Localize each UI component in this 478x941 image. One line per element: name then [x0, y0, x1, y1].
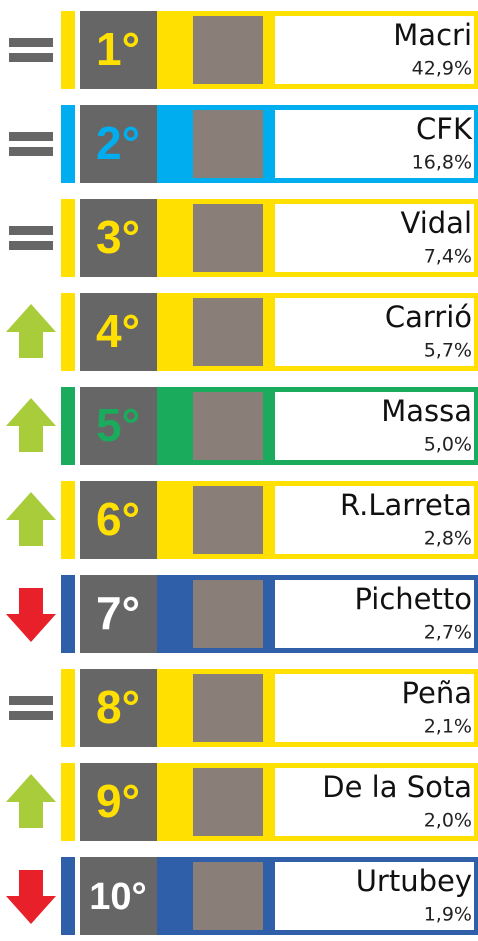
- photo: [193, 768, 263, 836]
- rank-row: 7° Pichetto 2,7%: [6, 575, 478, 653]
- candidate-name: Carrió: [385, 300, 472, 334]
- percentage: 16,8%: [412, 152, 472, 174]
- photo: [193, 110, 263, 178]
- candidate-name: CFK: [416, 112, 473, 146]
- color-strip: [61, 857, 75, 935]
- rank: 1°: [96, 23, 140, 75]
- rank: 9°: [96, 775, 140, 827]
- rank: 5°: [96, 399, 140, 451]
- candidate-name: R.Larreta: [340, 488, 472, 522]
- trend-same: [9, 38, 53, 47]
- color-strip: [61, 763, 75, 841]
- candidate-name: Macri: [393, 18, 472, 52]
- trend-up: [6, 398, 56, 452]
- rank-row: 8° Peña 2,1%: [9, 669, 478, 747]
- trend-same: [9, 696, 53, 705]
- photo: [193, 862, 263, 930]
- color-strip: [61, 105, 75, 183]
- rank: 3°: [96, 211, 140, 263]
- candidate-name: De la Sota: [322, 770, 472, 804]
- trend-up: [6, 774, 56, 828]
- color-strip: [61, 387, 75, 465]
- color-strip: [61, 575, 75, 653]
- trend-same: [9, 147, 53, 156]
- rank-row: 10° Urtubey 1,9%: [6, 857, 478, 935]
- photo: [193, 674, 263, 742]
- color-strip: [61, 293, 75, 371]
- photo: [193, 16, 263, 84]
- percentage: 1,9%: [424, 904, 472, 926]
- color-strip: [61, 669, 75, 747]
- trend-same: [9, 711, 53, 720]
- percentage: 2,8%: [424, 528, 472, 550]
- rank: 2°: [96, 117, 140, 169]
- color-strip: [61, 199, 75, 277]
- rank: 6°: [96, 493, 140, 545]
- photo: [193, 580, 263, 648]
- rank-row: 6° R.Larreta 2,8%: [6, 481, 478, 559]
- trend-up: [6, 492, 56, 546]
- rank: 8°: [96, 681, 140, 733]
- trend-same: [9, 132, 53, 141]
- rank-row: 9° De la Sota 2,0%: [6, 763, 478, 841]
- ranking: 1° Macri 42,9% 2° CFK 16,8% 3° Vidal 7,4% 4° Carri…: [0, 0, 478, 941]
- color-strip: [61, 11, 75, 89]
- trend-same: [9, 53, 53, 62]
- rank-row: 3° Vidal 7,4%: [9, 199, 478, 277]
- rank-row: 1° Macri 42,9%: [9, 11, 478, 89]
- trend-same: [9, 241, 53, 250]
- photo: [193, 392, 263, 460]
- percentage: 7,4%: [424, 246, 472, 268]
- percentage: 5,7%: [424, 340, 472, 362]
- trend-down: [6, 588, 56, 642]
- rank: 7°: [96, 587, 140, 639]
- rank-row: 5° Massa 5,0%: [6, 387, 478, 465]
- candidate-name: Peña: [402, 676, 472, 710]
- trend-up: [6, 304, 56, 358]
- trend-same: [9, 226, 53, 235]
- candidate-name: Pichetto: [354, 582, 472, 616]
- percentage: 5,0%: [424, 434, 472, 456]
- candidate-name: Urtubey: [356, 864, 472, 898]
- photo: [193, 204, 263, 272]
- color-strip: [61, 481, 75, 559]
- percentage: 2,1%: [424, 716, 472, 738]
- rank-row: 4° Carrió 5,7%: [6, 293, 478, 371]
- percentage: 2,0%: [424, 810, 472, 832]
- photo: [193, 298, 263, 366]
- candidate-name: Massa: [381, 394, 472, 428]
- photo: [193, 486, 263, 554]
- percentage: 2,7%: [424, 622, 472, 644]
- candidate-name: Vidal: [401, 206, 473, 240]
- rank: 4°: [96, 305, 140, 357]
- rank-row: 2° CFK 16,8%: [9, 105, 478, 183]
- percentage: 42,9%: [412, 58, 472, 80]
- rank: 10°: [89, 876, 146, 918]
- trend-down: [6, 870, 56, 924]
